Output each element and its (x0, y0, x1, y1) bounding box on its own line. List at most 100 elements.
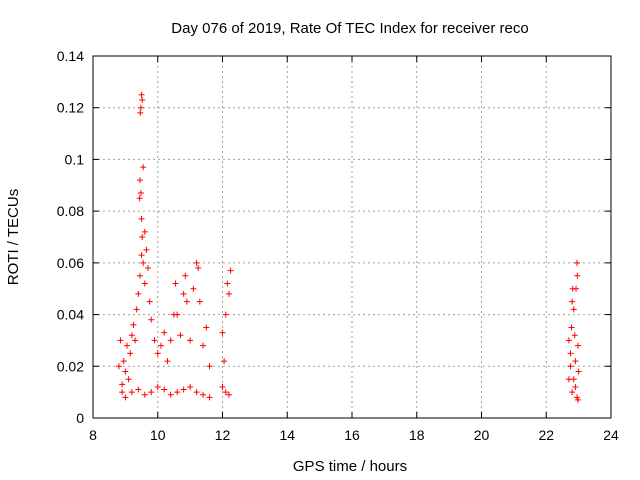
data-point (200, 342, 207, 349)
data-point (146, 298, 153, 305)
data-point (570, 306, 577, 313)
data-point (219, 383, 226, 390)
chart-title: Day 076 of 2019, Rate Of TEC Index for r… (171, 20, 528, 37)
data-point (574, 394, 581, 401)
data-point (221, 358, 228, 365)
data-point (135, 290, 142, 297)
data-point (137, 190, 144, 197)
x-tick-label: 14 (279, 427, 295, 443)
x-tick-label: 16 (344, 427, 360, 443)
y-tick-label: 0.04 (57, 307, 84, 323)
data-point (119, 389, 126, 396)
data-point (120, 358, 127, 365)
data-point (222, 389, 229, 396)
data-point (571, 332, 578, 339)
data-point (190, 285, 197, 292)
data-point (141, 391, 148, 398)
data-point (148, 389, 155, 396)
data-point (145, 265, 152, 272)
data-point (123, 342, 130, 349)
data-point (143, 246, 150, 253)
data-point (568, 324, 575, 331)
y-tick-label: 0.1 (65, 151, 85, 167)
data-point (193, 259, 200, 266)
y-tick-label: 0.06 (57, 255, 84, 271)
y-tick-label: 0.08 (57, 203, 84, 219)
data-point (569, 298, 576, 305)
data-point (138, 215, 145, 222)
x-axis-label: GPS time / hours (293, 458, 407, 475)
data-point (128, 389, 135, 396)
y-tick-label: 0.14 (57, 48, 84, 64)
data-point (140, 259, 147, 266)
data-point (132, 337, 139, 344)
data-point (570, 376, 577, 383)
y-tick-label: 0 (76, 410, 84, 426)
y-tick-label: 0.12 (57, 100, 84, 116)
data-point (187, 337, 194, 344)
data-point (140, 164, 147, 171)
data-point (117, 337, 124, 344)
data-point (136, 272, 143, 279)
data-point (572, 383, 579, 390)
data-point (164, 358, 171, 365)
data-point (177, 332, 184, 339)
data-point (200, 391, 207, 398)
data-point (154, 383, 161, 390)
data-point (141, 228, 148, 235)
data-point (224, 280, 231, 287)
x-tick-label: 22 (538, 427, 554, 443)
data-point (141, 280, 148, 287)
data-point (139, 234, 146, 240)
data-point (157, 342, 164, 349)
data-point (174, 389, 181, 396)
data-point (180, 386, 187, 393)
data-point (569, 389, 576, 396)
data-point (135, 386, 142, 393)
data-point (219, 329, 226, 336)
data-point (138, 252, 145, 259)
data-point (187, 383, 194, 390)
data-point (225, 391, 232, 398)
x-tick-label: 10 (150, 427, 166, 443)
y-ticks: 0 0.02 0.04 0.06 0.08 0.1 0.12 0.14 (57, 48, 611, 426)
data-point (115, 363, 122, 370)
data-point (154, 350, 161, 357)
data-point (130, 321, 137, 328)
data-point (127, 350, 134, 357)
data-point (172, 280, 179, 287)
data-point (174, 311, 181, 318)
data-point (573, 285, 580, 292)
data-point (151, 337, 158, 344)
data-point (183, 298, 190, 305)
data-point (138, 91, 145, 98)
data-point (119, 381, 126, 388)
data-point (195, 265, 202, 272)
data-point (225, 290, 232, 297)
data-point (574, 272, 581, 279)
data-point (148, 316, 155, 323)
data-point (125, 376, 132, 383)
data-point (161, 329, 168, 336)
data-point (122, 394, 129, 401)
x-tick-label: 12 (215, 427, 231, 443)
y-tick-label: 0.02 (57, 358, 84, 374)
data-point (574, 342, 581, 349)
data-point (136, 177, 143, 184)
data-point (193, 389, 200, 396)
x-tick-label: 24 (603, 427, 619, 443)
data-point (139, 96, 146, 103)
data-point (137, 104, 144, 111)
data-point (196, 298, 203, 305)
data-point (575, 368, 582, 375)
x-tick-label: 20 (474, 427, 490, 443)
data-point (167, 391, 174, 398)
data-point (206, 363, 213, 370)
data-point (136, 195, 143, 202)
x-tick-label: 18 (409, 427, 425, 443)
data-point (567, 350, 574, 357)
x-ticks: 8 10 12 14 16 18 20 22 24 (89, 56, 619, 443)
x-tick-label: 8 (89, 427, 97, 443)
data-point (128, 332, 135, 339)
